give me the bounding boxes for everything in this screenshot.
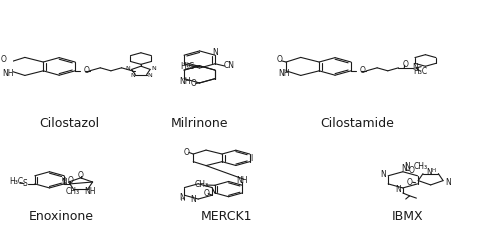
Text: H: H: [62, 177, 66, 182]
Text: S: S: [23, 179, 28, 188]
Text: N: N: [130, 73, 134, 78]
Text: O: O: [1, 55, 7, 64]
Text: MERCK1: MERCK1: [200, 210, 252, 223]
Text: Milrinone: Milrinone: [171, 117, 228, 130]
Text: O: O: [403, 60, 408, 68]
Text: O: O: [407, 178, 412, 187]
Text: NH: NH: [84, 187, 96, 196]
Text: O: O: [360, 66, 366, 75]
Text: H: H: [180, 197, 184, 202]
Text: N: N: [126, 66, 130, 71]
Text: H: H: [432, 168, 436, 173]
Text: Cilostamide: Cilostamide: [320, 117, 394, 130]
Text: CN: CN: [224, 61, 235, 70]
Text: O: O: [68, 176, 74, 185]
Text: CH₃: CH₃: [195, 180, 209, 189]
Text: N: N: [152, 66, 156, 71]
Text: N: N: [147, 73, 152, 78]
Text: N: N: [190, 195, 196, 204]
Text: NH: NH: [236, 176, 248, 185]
Text: Enoxinone: Enoxinone: [29, 210, 94, 223]
Text: N: N: [445, 178, 451, 187]
Text: O: O: [184, 148, 190, 157]
Text: H₃C: H₃C: [10, 177, 24, 186]
Text: O: O: [78, 171, 84, 180]
Text: N: N: [412, 63, 418, 72]
Text: N: N: [426, 168, 432, 177]
Text: N: N: [212, 48, 218, 57]
Text: N: N: [404, 162, 409, 171]
Text: IBMX: IBMX: [392, 210, 424, 223]
Text: H₃C: H₃C: [180, 62, 194, 71]
Text: Cilostazol: Cilostazol: [39, 117, 99, 130]
Text: CH₃: CH₃: [65, 187, 80, 196]
Text: O: O: [408, 166, 414, 175]
Text: H₃C: H₃C: [413, 68, 428, 77]
Text: O: O: [191, 79, 196, 88]
Text: I: I: [250, 154, 252, 163]
Text: N: N: [380, 170, 386, 179]
Text: NH: NH: [278, 69, 289, 78]
Text: N: N: [395, 185, 401, 194]
Text: NH: NH: [2, 69, 14, 78]
Text: O: O: [84, 66, 89, 75]
Text: N: N: [61, 178, 66, 187]
Text: NH: NH: [179, 77, 190, 86]
Text: CH₃: CH₃: [414, 162, 428, 171]
Text: N: N: [180, 193, 186, 202]
Text: O: O: [277, 55, 282, 64]
Text: O: O: [204, 189, 209, 198]
Text: N: N: [401, 164, 406, 173]
